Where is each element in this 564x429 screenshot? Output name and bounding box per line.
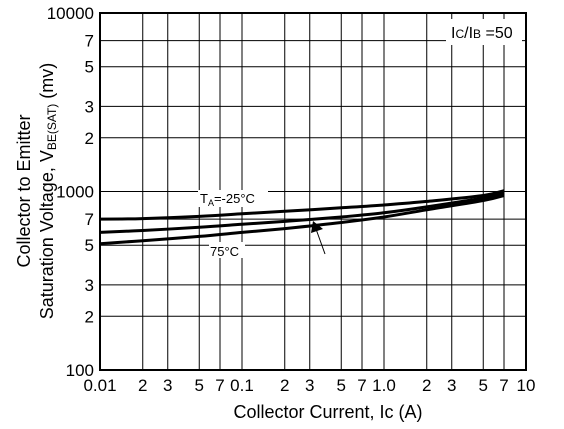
label-75c: 75°C: [210, 244, 239, 259]
x-tick-label: 2: [422, 376, 431, 395]
y-tick-label: 7: [85, 32, 94, 51]
x-tick-label: 5: [479, 376, 488, 395]
y-tick-label: 1000: [56, 183, 94, 202]
y-tick-label: 7: [85, 210, 94, 229]
x-axis-title: Collector Current, Ic (A): [233, 402, 422, 422]
x-tick-label: 3: [305, 376, 314, 395]
label-75c-bg: [209, 242, 245, 258]
x-tick-label: 2: [280, 376, 289, 395]
ratio-slash-ib: /I: [464, 25, 473, 42]
y-tick-label: 2: [85, 307, 94, 326]
ratio-value: =50: [481, 25, 513, 42]
label-ta-minus25c: TA=-25°C: [200, 191, 255, 208]
label-ta-rest: =-25°C: [214, 191, 255, 206]
x-tick-label: 7: [357, 376, 366, 395]
x-tick-label: 10: [517, 376, 536, 395]
y-tick-label: 3: [85, 97, 94, 116]
y-tick-label: 5: [85, 58, 94, 77]
x-tick-label: 7: [215, 376, 224, 395]
x-tick-label: 3: [447, 376, 456, 395]
series-curves: [99, 189, 505, 246]
label-25c-bg: [198, 190, 268, 207]
y-axis-title-line2: Saturation Voltage, VBE(SAT) (mv): [37, 63, 59, 320]
label-ta-subscript: A: [208, 198, 214, 208]
current-ratio-label: IC/IB =50: [446, 19, 522, 45]
series-line-1: [99, 191, 505, 234]
y-axis-title-line1: Collector to Emitter: [14, 114, 34, 267]
x-tick-label: 2: [138, 376, 147, 395]
y-tick-label: 5: [85, 236, 94, 255]
x-tick-label: 5: [337, 376, 346, 395]
x-axis-ticks: 0.01 2 3 5 7 0.1 2 3 5 7 1.0 2 3 5 7 10: [83, 376, 535, 395]
ratio-ic: I: [451, 25, 455, 42]
ratio-b-subscript: B: [473, 27, 481, 41]
y-tick-label: 3: [85, 276, 94, 295]
y-axis-title-subscript: BE(SAT): [45, 104, 59, 150]
x-tick-label: 0.1: [230, 376, 254, 395]
x-tick-label: 5: [195, 376, 204, 395]
x-tick-label: 0.01: [83, 376, 116, 395]
x-tick-label: 3: [163, 376, 172, 395]
annotation-arrow-shaft: [315, 228, 326, 255]
x-tick-label: 7: [499, 376, 508, 395]
plot-frame: [99, 12, 527, 371]
y-tick-label: 2: [85, 129, 94, 148]
annotation-arrowhead: [311, 221, 323, 233]
y-tick-label: 10000: [47, 4, 94, 23]
ratio-box: [446, 19, 522, 45]
y-axis-ticks: 100 2 3 5 7 1000 2 3 5 7 10000: [47, 4, 94, 380]
series-line-0: [99, 189, 505, 221]
grid: [100, 13, 526, 370]
svg-text:IC/IB =50: IC/IB =50: [451, 25, 513, 42]
x-tick-label: 1.0: [372, 376, 396, 395]
y-tick-label: 100: [66, 361, 94, 380]
y-axis-title-unit: (mv): [37, 63, 57, 104]
y-axis-title-main: Saturation Voltage, V: [37, 150, 57, 319]
label-ta-t: T: [200, 191, 208, 206]
ratio-c-subscript: C: [455, 27, 464, 41]
